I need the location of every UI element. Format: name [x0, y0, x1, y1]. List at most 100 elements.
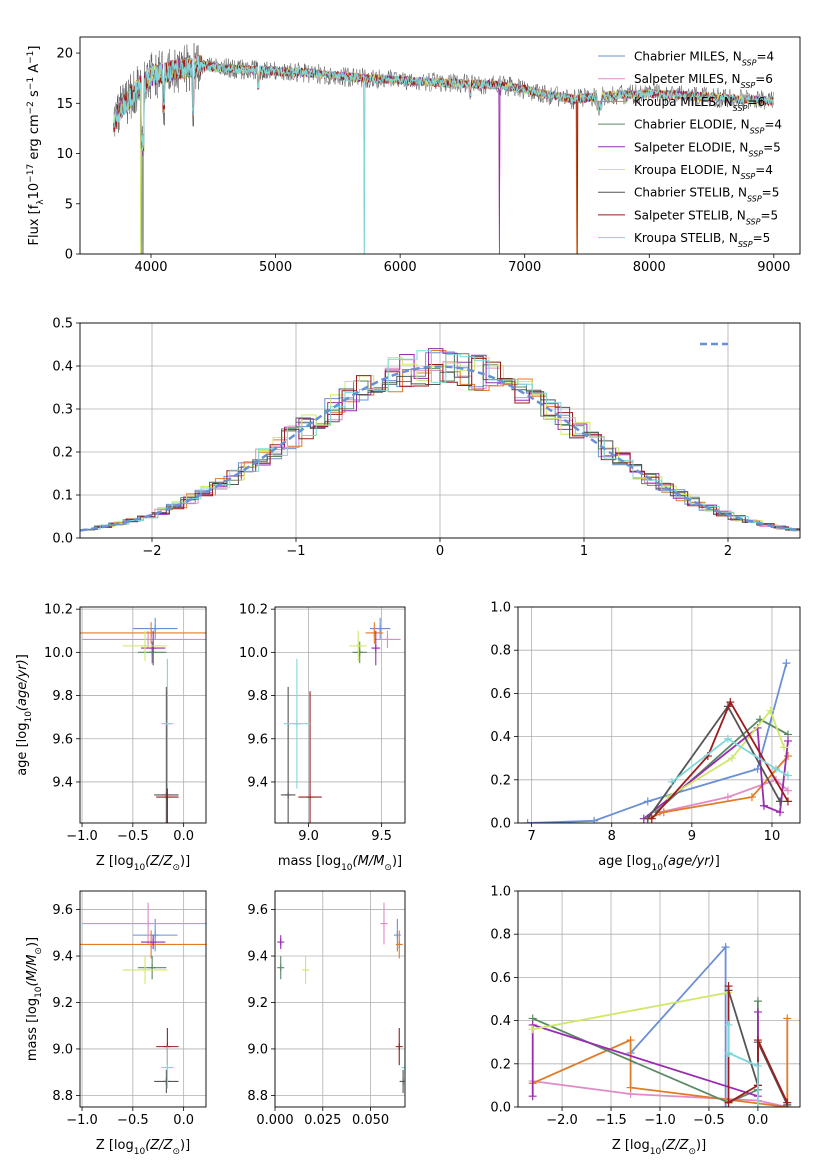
legend-label-3: Chabrier ELODIE, NSSP=4: [634, 118, 782, 136]
data-point: [284, 791, 292, 799]
weight-series-4: [643, 726, 789, 820]
x-tick-label: 2: [724, 544, 732, 559]
data-point: [395, 940, 403, 948]
x-tick-label: −2: [142, 544, 161, 559]
axis-label-italic: (Z/Z: [661, 1138, 689, 1153]
weight-series-5: [532, 991, 729, 1031]
residual-histograms: [80, 348, 800, 532]
data-point: [401, 1064, 405, 1072]
legend-n-sub: SSP: [741, 81, 756, 90]
x-tick-label: 0.0: [748, 1113, 769, 1128]
y-tick-label: 0.0: [490, 1101, 511, 1116]
axis-label-sub: ⊙: [688, 1147, 696, 1157]
data-point: [399, 1077, 405, 1085]
y-tick-label: 0.4: [52, 360, 73, 375]
weight-point: [775, 797, 784, 806]
legend-label-0: Chabrier MILES, NSSP=4: [634, 50, 774, 68]
legend-label-1: Salpeter MILES, NSSP=6: [634, 72, 773, 90]
x-axis-label: Z [log10(Z/Z⊙)]: [96, 854, 190, 873]
weight-point: [747, 793, 756, 802]
weight-point: [753, 1061, 762, 1070]
weight-point: [783, 736, 792, 745]
age-vs-mass-frame: [274, 606, 406, 824]
y-tick-label: 9.2: [52, 996, 73, 1011]
y-tick-label: 10.2: [44, 603, 73, 618]
legend-n-number: 6: [765, 72, 773, 86]
axis-label-part: age [log: [15, 723, 30, 776]
weight-point: [783, 771, 792, 780]
weight-series-1: [659, 778, 789, 814]
weight-point: [723, 793, 732, 802]
x-tick-label: 1: [580, 544, 588, 559]
legend-label-6: Chabrier STELIB, NSSP=5: [634, 186, 779, 204]
legend-n-value: =: [760, 208, 770, 222]
x-tick-label: 0.000: [256, 1113, 293, 1128]
y-tick-label: 8.8: [52, 1089, 73, 1104]
x-tick-label: −1.5: [595, 1113, 627, 1128]
x-tick-label: 10: [764, 829, 781, 844]
legend-label-2: Kroupa MILES, NSSP=6: [634, 95, 765, 113]
weight-point: [626, 1083, 635, 1092]
legend-n-prefix: , N: [732, 140, 749, 154]
x-tick-label: 9: [688, 829, 696, 844]
weight-series-0: [629, 944, 727, 1107]
legend-n-prefix: , N: [716, 95, 733, 109]
legend-series-name: Salpeter MILES: [634, 72, 724, 86]
weight-point: [528, 1092, 537, 1101]
x-tick-label: −0.5: [693, 1113, 725, 1128]
legend-n-value: =: [762, 186, 772, 200]
axis-label-sub: ⊙: [172, 863, 180, 873]
legend-n-value: =: [753, 231, 763, 245]
y-axis-label-part: −1: [26, 51, 36, 64]
weight-series-8: [671, 737, 789, 783]
x-tick-label: 9.5: [371, 829, 392, 844]
normal-distribution-curve: [80, 365, 800, 532]
age-vs-mass-axes: 9.0 9.5 9.4 9.6 9.8 10.0 10.2: [239, 603, 405, 844]
y-axis-label-part: 10: [27, 183, 42, 200]
x-tick-label: −1.0: [66, 1113, 98, 1128]
weight-point: [667, 777, 676, 786]
x-tick-label: 7000: [508, 260, 541, 275]
mass-vs-z-axes: −1.0 −0.5 0.0 8.8 9.0 9.2 9.4 9.6: [52, 891, 206, 1128]
legend-series-name: Salpeter STELIB: [634, 208, 729, 222]
weight-point: [523, 819, 532, 823]
y-tick-label: 1.0: [490, 885, 511, 900]
y-tick-label: 0: [65, 248, 73, 263]
legend-n-value: =: [755, 72, 765, 86]
y-tick-label: 0.0: [52, 532, 73, 547]
weight-point: [783, 1098, 792, 1107]
weight-point: [721, 943, 730, 952]
legend-n-value: =: [756, 50, 766, 64]
legend-series-name: Chabrier MILES: [634, 50, 725, 64]
y-tick-label: 9.4: [52, 775, 73, 790]
data-point: [380, 920, 388, 928]
weight-point: [659, 808, 668, 817]
weight-point: [724, 982, 733, 991]
y-axis-label-part: −1: [26, 77, 36, 90]
y-tick-label: 9.4: [247, 950, 268, 965]
legend-series-name: Chabrier ELODIE: [634, 118, 733, 132]
x-tick-label: 8: [608, 829, 616, 844]
weight-point: [753, 1036, 762, 1045]
axis-label: mass [log10(M/M⊙)]: [25, 937, 44, 1061]
y-tick-label: 0.4: [490, 730, 511, 745]
data-point: [372, 644, 380, 652]
axis-label-sub: 10: [134, 863, 146, 873]
weight-series-4: [531, 1012, 759, 1098]
weight-point: [726, 698, 735, 707]
x-tick-label: 0.050: [352, 1113, 389, 1128]
y-tick-label: 9.8: [52, 689, 73, 704]
axis-label-part: ]: [715, 854, 720, 869]
axis-label-sub: ⊙: [384, 863, 392, 873]
legend-n-value: =: [763, 140, 773, 154]
mass-weight-vs-age-axes: 7 8 9 10 0.0 0.2 0.4 0.6 0.8 1.0: [490, 601, 800, 844]
axis-label-part: )]: [180, 854, 190, 869]
weight-point: [779, 743, 788, 752]
x-tick-label: −2.0: [546, 1113, 578, 1128]
axis-label-part: ]: [15, 654, 30, 659]
axis-label-part: mass [log: [25, 998, 40, 1061]
y-axis-label-part: s: [27, 90, 42, 101]
weight-point: [771, 765, 780, 773]
data-point: [383, 635, 391, 643]
y-tick-label: 10: [56, 147, 73, 162]
